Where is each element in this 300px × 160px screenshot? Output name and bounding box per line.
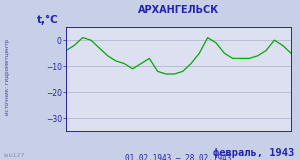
Text: 01.02.1943 – 28.02.1943: 01.02.1943 – 28.02.1943: [125, 154, 232, 160]
Text: источник: гидрометцентр: источник: гидрометцентр: [4, 39, 10, 115]
Text: АРХАНГЕЛЬСК: АРХАНГЕЛЬСК: [138, 5, 219, 15]
Text: lab127: lab127: [3, 153, 25, 158]
Text: t,°C: t,°C: [37, 15, 58, 25]
Text: февраль, 1943: февраль, 1943: [213, 148, 294, 158]
